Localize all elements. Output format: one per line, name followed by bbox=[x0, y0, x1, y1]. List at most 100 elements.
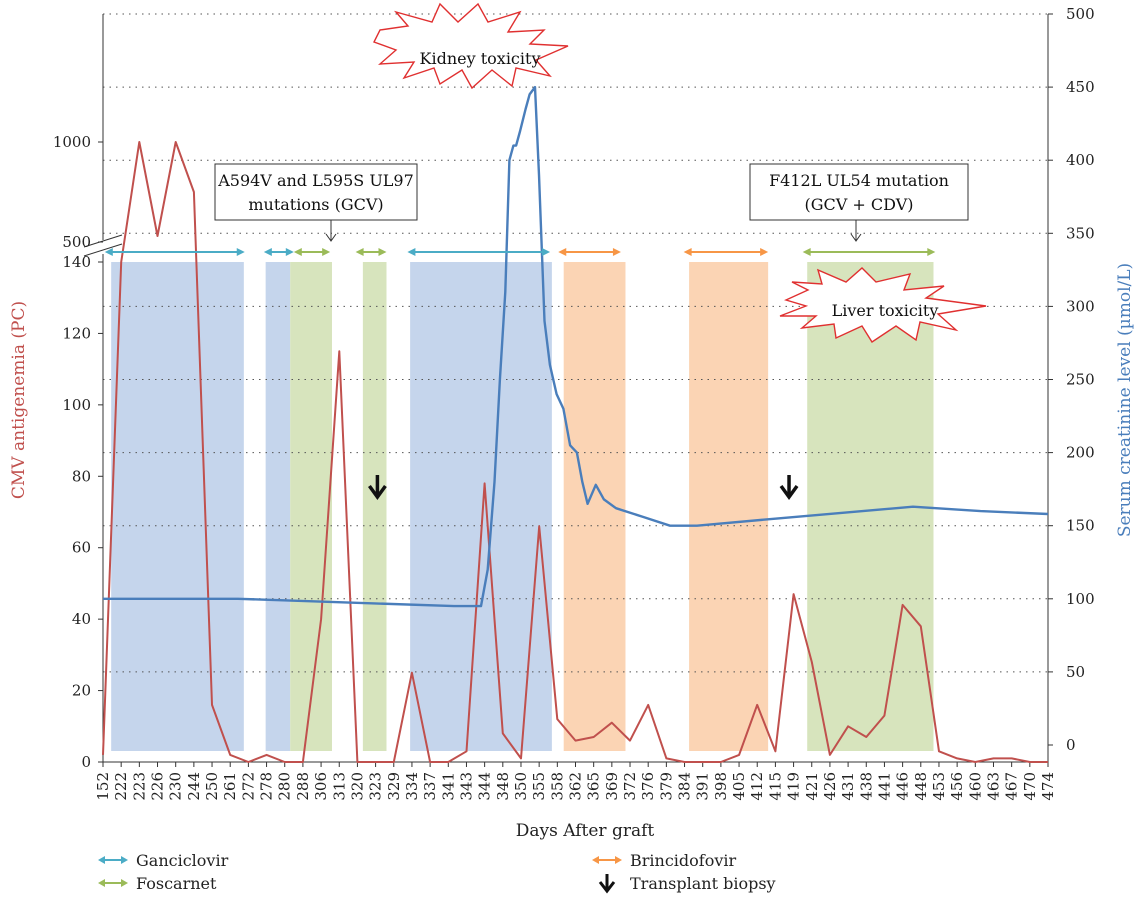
x-tick-344-21: 344 bbox=[476, 772, 494, 801]
x-tick-350-23: 350 bbox=[512, 772, 530, 801]
mutation-1-line2: mutations (GCV) bbox=[248, 195, 383, 214]
left-tick-1000: 1000 bbox=[53, 133, 91, 151]
x-tick-463-49: 463 bbox=[984, 772, 1002, 801]
x-tick-320-14: 320 bbox=[348, 772, 366, 801]
arrow-head-left bbox=[802, 248, 811, 256]
band-ganciclovir-0 bbox=[111, 262, 244, 751]
mutation-1-pointer-head bbox=[325, 233, 337, 242]
axis-break-1 bbox=[83, 234, 123, 248]
arrow-head-right bbox=[322, 248, 331, 256]
series-lines bbox=[102, 85, 1049, 763]
right-tick-300: 300 bbox=[1066, 297, 1095, 315]
x-tick-372-29: 372 bbox=[621, 772, 639, 801]
x-tick-365-27: 365 bbox=[585, 772, 603, 801]
right-tick-150: 150 bbox=[1066, 517, 1095, 535]
arrow-head-right bbox=[378, 248, 387, 256]
liver-toxicity-label: Liver toxicity bbox=[832, 301, 939, 320]
x-tick-376-30: 376 bbox=[639, 772, 657, 801]
treatment-arrow-foscarnet-3 bbox=[355, 248, 387, 256]
left-tick-40: 40 bbox=[72, 610, 91, 628]
x-tick-288-11: 288 bbox=[294, 772, 312, 801]
cmv-antigenemia-line bbox=[102, 141, 1048, 763]
axes bbox=[83, 13, 1053, 767]
kidney-toxicity-label: Kidney toxicity bbox=[420, 49, 541, 68]
x-tick-456-47: 456 bbox=[948, 772, 966, 801]
left-axis-title: CMV antigenemia (PC) bbox=[9, 301, 29, 499]
axis-break-gap bbox=[95, 240, 111, 254]
x-tick-348-22: 348 bbox=[494, 772, 512, 801]
biopsy-head bbox=[779, 484, 799, 500]
annotations: Kidney toxicity Liver toxicity A594V and… bbox=[214, 2, 987, 343]
x-tick-448-45: 448 bbox=[912, 772, 930, 801]
arrow-head-left bbox=[407, 248, 416, 256]
x-tick-405-35: 405 bbox=[730, 772, 748, 801]
arrow-head-right bbox=[612, 248, 621, 256]
arrow-head-left bbox=[558, 248, 567, 256]
right-tick-500: 500 bbox=[1066, 5, 1095, 23]
arrow-head-right bbox=[542, 248, 551, 256]
band-foscarnet-2 bbox=[290, 262, 332, 751]
x-tick-355-24: 355 bbox=[530, 772, 548, 801]
x-tick-391-33: 391 bbox=[694, 772, 712, 801]
legend-brincidofovir-arrow bbox=[592, 856, 622, 864]
treatment-arrow-brincidofovir-5 bbox=[558, 248, 621, 256]
x-tick-244-5: 244 bbox=[185, 772, 203, 801]
legend-ganciclovir: Ganciclovir bbox=[136, 851, 229, 870]
x-tick-438-42: 438 bbox=[857, 772, 875, 801]
left-tick-500: 500 bbox=[62, 233, 91, 251]
x-tick-369-28: 369 bbox=[603, 772, 621, 801]
x-tick-306-12: 306 bbox=[312, 772, 330, 801]
arrow-head-left bbox=[263, 248, 272, 256]
arrow-head-right bbox=[760, 248, 769, 256]
x-tick-460-48: 460 bbox=[966, 772, 984, 801]
x-tick-412-36: 412 bbox=[748, 772, 766, 801]
left-tick-120: 120 bbox=[62, 324, 91, 342]
right-tick-50: 50 bbox=[1066, 663, 1085, 681]
right-tick-200: 200 bbox=[1066, 444, 1095, 462]
x-tick-441-43: 441 bbox=[875, 772, 893, 801]
x-tick-222-1: 222 bbox=[112, 772, 130, 801]
band-foscarnet-3 bbox=[362, 262, 387, 751]
tick-labels: 0 20 40 60 80 100 120 140 500 1000 0 50 100 150 200 250… bbox=[53, 5, 1095, 801]
x-tick-329-16: 329 bbox=[385, 772, 403, 801]
x-tick-223-2: 223 bbox=[130, 772, 148, 801]
x-tick-474-52: 474 bbox=[1039, 772, 1057, 801]
x-axis-title: Days After graft bbox=[516, 821, 655, 841]
x-tick-431-41: 431 bbox=[839, 772, 857, 801]
band-brincidofovir-5 bbox=[563, 262, 626, 751]
legend-ganciclovir-arrow bbox=[98, 856, 128, 864]
x-tick-379-31: 379 bbox=[657, 772, 675, 801]
treatment-arrow-brincidofovir-6 bbox=[683, 248, 769, 256]
treatment-bands bbox=[111, 262, 934, 751]
biopsy-head bbox=[367, 484, 387, 500]
treatment-arrow-ganciclovir-0 bbox=[104, 248, 245, 256]
right-tick-400: 400 bbox=[1066, 151, 1095, 169]
legend-brincidofovir: Brincidofovir bbox=[630, 851, 736, 870]
left-tick-80: 80 bbox=[72, 467, 91, 485]
x-tick-280-10: 280 bbox=[276, 772, 294, 801]
legend-biopsy: Transplant biopsy bbox=[630, 874, 776, 893]
band-brincidofovir-6 bbox=[689, 262, 769, 751]
x-tick-278-9: 278 bbox=[258, 772, 276, 801]
biopsy-marker-1 bbox=[779, 475, 799, 500]
x-tick-226-3: 226 bbox=[149, 772, 167, 801]
mutation-2-line2: (GCV + CDV) bbox=[805, 195, 914, 214]
mutation-1-line1: A594V and L595S UL97 bbox=[217, 171, 414, 190]
right-tick-0: 0 bbox=[1066, 736, 1076, 754]
x-tick-313-13: 313 bbox=[330, 772, 348, 801]
right-tick-250: 250 bbox=[1066, 371, 1095, 389]
biopsy-markers bbox=[367, 475, 799, 500]
left-tick-100: 100 bbox=[62, 396, 91, 414]
x-tick-323-15: 323 bbox=[367, 772, 385, 801]
x-tick-334-17: 334 bbox=[403, 772, 421, 801]
mutation-2-pointer-head bbox=[850, 233, 862, 242]
x-tick-384-32: 384 bbox=[676, 772, 694, 801]
treatment-arrow-foscarnet-2 bbox=[293, 248, 331, 256]
x-tick-261-7: 261 bbox=[221, 772, 239, 801]
x-tick-250-6: 250 bbox=[203, 772, 221, 801]
x-tick-415-37: 415 bbox=[766, 772, 784, 801]
liver-toxicity-burst bbox=[779, 267, 987, 343]
arrow-head-right bbox=[927, 248, 936, 256]
left-tick-20: 20 bbox=[72, 682, 91, 700]
right-axis-title: Serum creatinine level (µmol/L) bbox=[1115, 263, 1135, 537]
